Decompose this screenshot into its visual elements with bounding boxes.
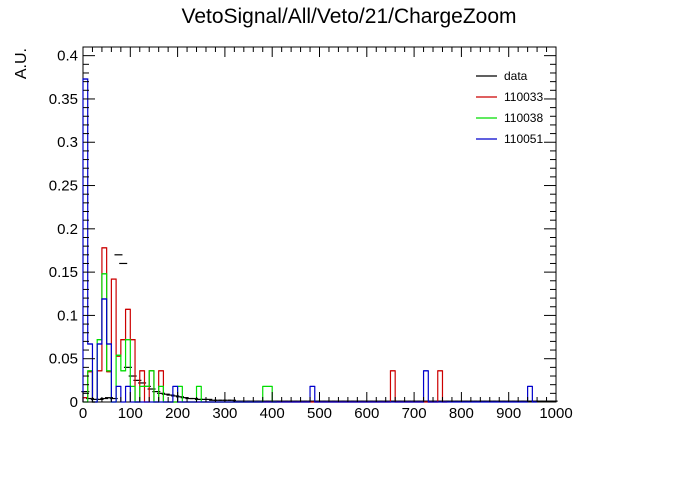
y-tick-label: 0.1 (57, 307, 78, 324)
y-tick-label: 0.15 (49, 264, 78, 281)
y-tick-label: 0.2 (57, 221, 78, 238)
axis-layer: 0 100 200 300 400 500 600 700 800 900 1000 0 0.05 0.1… (49, 46, 573, 422)
legend-label: 110033 (504, 90, 543, 104)
y-tick-label: 0.35 (49, 91, 78, 108)
x-tick-label: 100 (118, 405, 143, 422)
x-tick-label: 200 (165, 405, 190, 422)
y-tick-label: 0.05 (49, 351, 78, 368)
y-tick-label: 0 (70, 394, 78, 411)
x-tick-label: 900 (496, 405, 521, 422)
y-tick-label: 0.25 (49, 178, 78, 195)
y-tick-label: 0.3 (57, 134, 78, 151)
x-tick-label: 300 (212, 405, 237, 422)
x-tick-label: 700 (402, 405, 427, 422)
legend-label: 110038 (504, 111, 543, 125)
legend-label: 110051 (504, 132, 543, 146)
series-layer (81, 78, 558, 403)
y-axis-label: A.U. (13, 48, 30, 79)
x-tick-label: 400 (260, 405, 285, 422)
chart-title: VetoSignal/All/Veto/21/ChargeZoom (181, 5, 516, 28)
x-tick-label: 500 (307, 405, 332, 422)
x-tick-label: 0 (79, 405, 87, 422)
series-data (81, 254, 558, 402)
x-tick-label: 1000 (539, 405, 572, 422)
x-tick-label: 600 (354, 405, 379, 422)
series-110051 (82, 78, 538, 403)
series-110038 (83, 273, 277, 403)
histogram-outline-110051 (82, 78, 538, 403)
series-110033 (82, 247, 448, 403)
legend-label: data (504, 69, 528, 83)
legend: data 110033 110038 110051 (476, 69, 543, 146)
x-tick-label: 800 (449, 405, 474, 422)
histogram-outline-110033 (82, 247, 448, 403)
y-tick-label: 0.4 (57, 48, 78, 65)
plot-frame (82, 46, 557, 403)
histogram-outline-110038 (83, 273, 277, 403)
